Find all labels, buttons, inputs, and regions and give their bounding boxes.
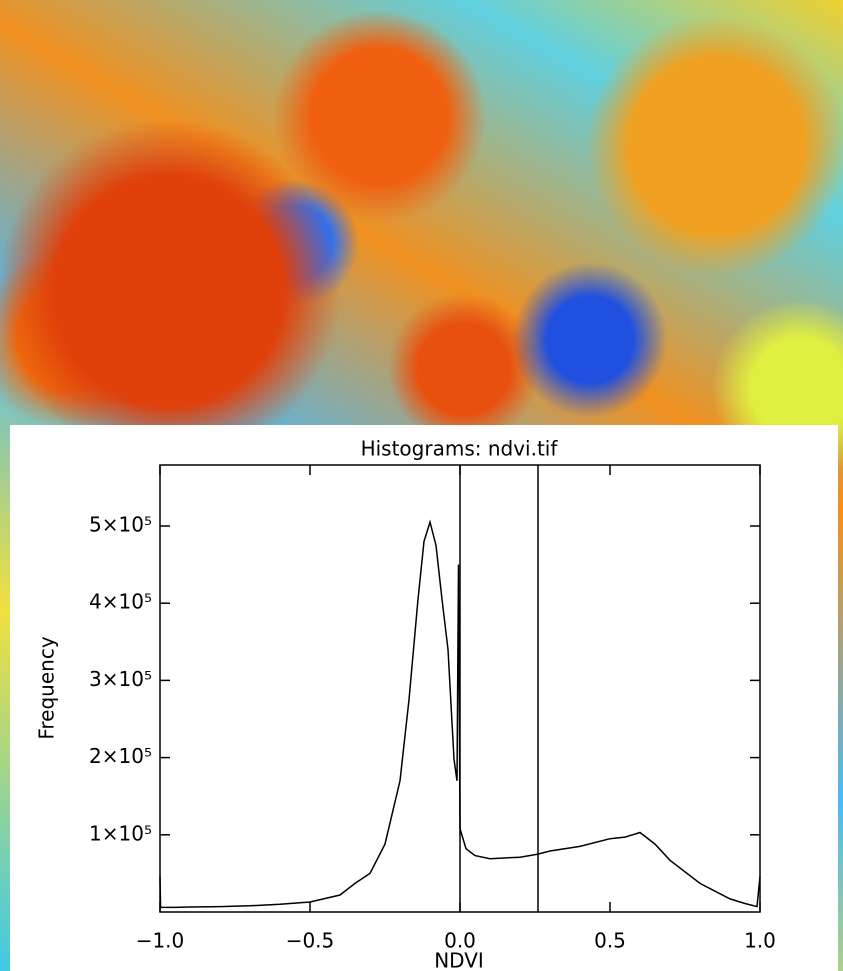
y-tick-label: 5×10⁵ (89, 512, 152, 536)
x-tick-label: 1.0 (744, 929, 776, 953)
y-tick-label: 2×10⁵ (89, 744, 152, 768)
histogram-line (159, 519, 761, 909)
chart-title: Histograms: ndvi.tif (361, 437, 559, 461)
y-axis-label: Frequency (35, 636, 59, 739)
plot-panel (10, 425, 838, 971)
x-tick-label: −0.5 (286, 929, 335, 953)
x-tick-label: 0.5 (594, 929, 626, 953)
x-tick-label: 0.0 (444, 929, 476, 953)
y-tick-label: 4×10⁵ (89, 590, 152, 614)
x-tick-label: −1.0 (136, 929, 185, 953)
y-tick-label: 3×10⁵ (89, 667, 152, 691)
x-axis-label: NDVI (434, 949, 484, 971)
y-tick-label: 1×10⁵ (89, 821, 152, 845)
